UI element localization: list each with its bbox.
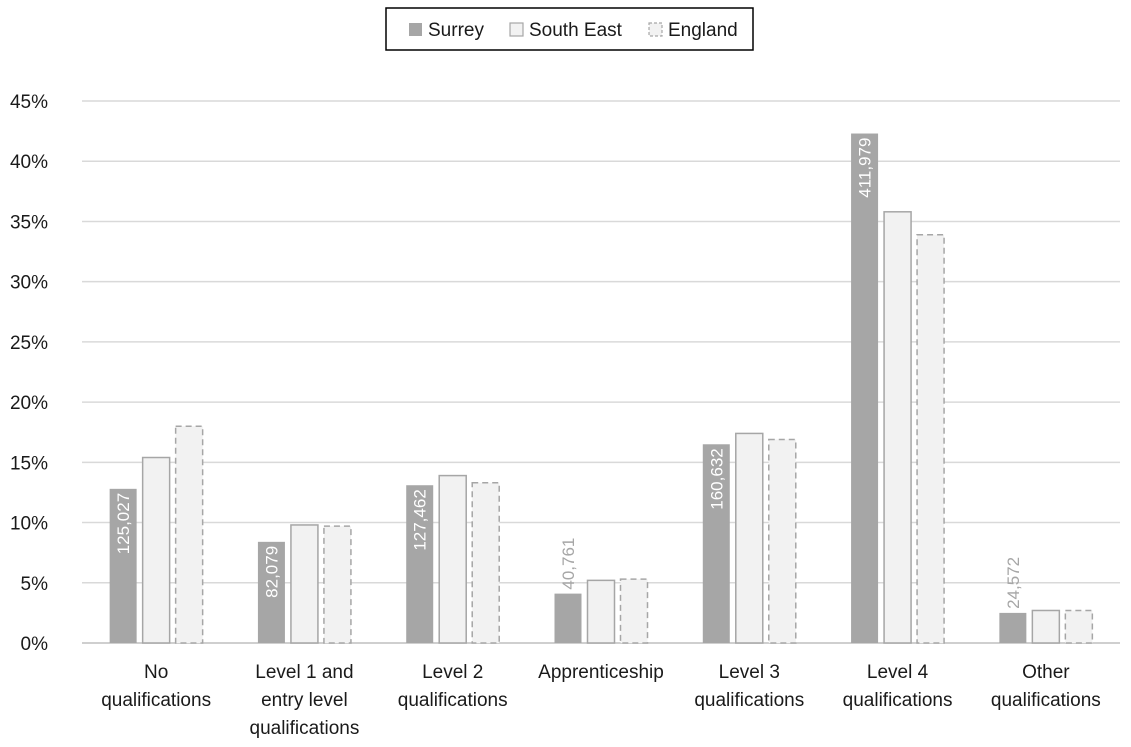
bar-south-east xyxy=(290,524,319,644)
category-label: Level 2 qualifications xyxy=(398,662,508,711)
y-tick-label: 20% xyxy=(10,393,48,414)
data-label: 411,979 xyxy=(856,138,875,198)
legend-box xyxy=(385,7,754,51)
data-label: 40,761 xyxy=(559,538,578,590)
bar-england xyxy=(323,525,352,644)
legend: Surrey South East England xyxy=(385,7,754,51)
legend-label: South East xyxy=(529,20,623,41)
legend-label: Surrey xyxy=(428,20,484,41)
y-tick-label: 40% xyxy=(10,152,48,173)
legend-swatch xyxy=(509,22,524,37)
bar-surrey xyxy=(702,444,730,643)
bar-surrey xyxy=(554,593,582,643)
bar-surrey xyxy=(406,485,434,643)
bar-england xyxy=(174,425,204,644)
bar-south-east xyxy=(883,211,912,644)
bar-england xyxy=(619,578,649,644)
y-tick-label: 30% xyxy=(10,273,48,294)
y-tick-label: 15% xyxy=(10,453,48,474)
legend-label: England xyxy=(668,20,738,41)
bar-england xyxy=(471,482,500,644)
y-tick-label: 5% xyxy=(21,574,49,595)
bar-england xyxy=(768,438,797,644)
category-label: No qualifications xyxy=(101,662,211,711)
bar-surrey xyxy=(999,612,1027,643)
data-label: 125,027 xyxy=(114,493,133,554)
bar-south-east xyxy=(141,456,171,644)
bar-surrey xyxy=(851,133,879,643)
bar-south-east xyxy=(438,474,467,644)
y-tick-label: 10% xyxy=(10,514,48,535)
category-label: Apprenticeship xyxy=(538,662,664,683)
bar-south-east xyxy=(735,432,764,644)
gridlines xyxy=(82,100,1120,644)
bar-england xyxy=(916,233,945,644)
bar-south-east xyxy=(1031,609,1061,644)
data-label: 160,632 xyxy=(707,448,726,509)
category-label: Level 1 and entry level qualifications xyxy=(250,662,360,739)
bar-england xyxy=(1064,609,1094,644)
bar-south-east xyxy=(586,579,616,644)
x-axis: No qualifications Level 1 and entry level qu… xyxy=(101,662,1101,739)
y-tick-label: 25% xyxy=(10,333,48,354)
y-tick-label: 35% xyxy=(10,212,48,233)
y-axis: 0% 5% 10% 15% 20% 25% 30% 35% 40% 45% xyxy=(10,92,48,655)
data-label: 82,079 xyxy=(262,546,281,598)
bar-surrey xyxy=(109,488,137,643)
legend-swatch xyxy=(648,22,663,37)
y-tick-label: 0% xyxy=(21,634,49,655)
data-labels: 125,027 82,079 127,462 40,761 160,632 411,979… xyxy=(114,138,1023,609)
category-label: Level 4 qualifications xyxy=(843,662,953,711)
y-tick-label: 45% xyxy=(10,92,48,113)
category-label: Other qualifications xyxy=(991,662,1101,711)
bar-surrey xyxy=(257,541,285,643)
bars xyxy=(109,133,1094,644)
legend-swatch xyxy=(409,23,422,36)
data-label: 127,462 xyxy=(411,489,430,550)
data-label: 24,572 xyxy=(1004,557,1023,609)
category-label: Level 3 qualifications xyxy=(694,662,804,711)
